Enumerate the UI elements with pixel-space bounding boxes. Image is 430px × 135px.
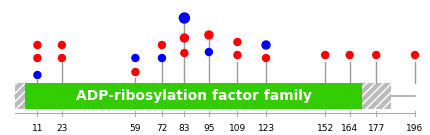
Circle shape [158,55,166,62]
Circle shape [179,13,189,23]
Text: 83: 83 [178,124,190,133]
Circle shape [205,31,213,39]
Circle shape [34,55,41,62]
Circle shape [412,51,418,58]
Text: ADP-ribosylation factor family: ADP-ribosylation factor family [76,89,311,103]
Text: 23: 23 [56,124,68,133]
Circle shape [206,48,212,55]
Circle shape [263,55,270,62]
Circle shape [373,51,380,58]
Circle shape [58,41,65,48]
Bar [15,83,25,109]
Text: 152: 152 [316,124,334,133]
Text: 177: 177 [368,124,385,133]
Circle shape [34,41,41,48]
Circle shape [346,51,353,58]
Circle shape [234,51,241,58]
Text: 123: 123 [258,124,275,133]
Circle shape [132,55,139,62]
Text: 11: 11 [32,124,43,133]
Circle shape [58,55,65,62]
Bar [362,83,390,109]
Bar [362,83,390,109]
Circle shape [132,68,139,75]
Circle shape [322,51,329,58]
Circle shape [234,38,241,45]
Bar [15,83,25,109]
Circle shape [34,72,41,78]
Text: 196: 196 [406,124,424,133]
Text: 109: 109 [229,124,246,133]
Text: 95: 95 [203,124,215,133]
Text: 72: 72 [156,124,168,133]
Text: 59: 59 [130,124,141,133]
Circle shape [262,41,270,49]
Circle shape [181,34,188,42]
Bar [25,83,362,109]
Text: 164: 164 [341,124,358,133]
Circle shape [158,41,166,48]
Circle shape [181,50,188,57]
